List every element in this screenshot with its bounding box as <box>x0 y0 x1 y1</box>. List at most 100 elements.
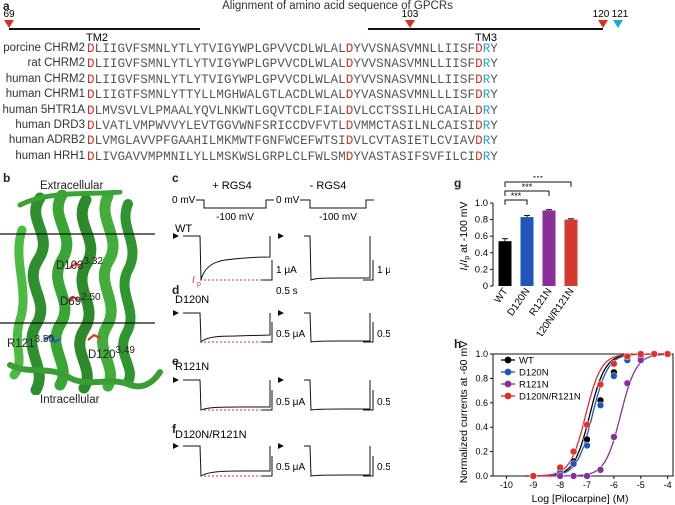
dr-xtick-label: -6 <box>610 480 618 490</box>
voltage-100mv-left: -100 mV <box>216 212 254 223</box>
dr-point <box>663 350 672 358</box>
dr-point <box>529 472 537 480</box>
gpcr-structure-image <box>0 190 163 395</box>
condition-plus-rgs4: + RGS4 <box>212 180 251 192</box>
dr-point <box>556 463 564 472</box>
alignment-row-sequence: DLVATLVMPWVVYLEVTGGVWNFSRICCDVFVTLDVMMCT… <box>87 119 498 133</box>
sig-stars: *** <box>522 182 533 192</box>
bar-category-label: WT <box>493 286 511 305</box>
panel-label-c: c <box>172 171 179 185</box>
dr-point <box>637 350 645 358</box>
panel-label-d: d <box>172 283 180 297</box>
alignment-row-name: human HRH1 <box>15 149 85 162</box>
dr-frame <box>492 353 674 477</box>
dr-xtick-label: -10 <box>500 480 513 490</box>
dr-xlabel: Log [Pilocarpine] (M) <box>532 493 629 505</box>
construct-d120n-r121n: D120N/R121N <box>175 429 247 441</box>
dr-point <box>556 472 564 480</box>
current-traces: + RGS4 - RGS4 0 mV -100 mV 0 mV -100 mV … <box>172 180 390 477</box>
legend-label: R121N <box>519 380 549 391</box>
alignment-row-name: human 5HTR1A <box>2 103 85 116</box>
alignment-row-name: human CHRM1 <box>5 88 85 101</box>
dr-point <box>596 380 605 389</box>
dr-point <box>583 421 591 429</box>
dr-point <box>610 372 618 380</box>
dr-point <box>610 433 618 441</box>
dr-xtick-label: -4 <box>664 480 672 490</box>
dr-point <box>623 352 631 361</box>
residue-d120: D1203.49 <box>88 345 135 361</box>
voltage-0mv-left: 0 mV <box>172 195 196 206</box>
sig-bracket <box>504 181 572 187</box>
construct-wt: WT <box>175 223 192 235</box>
dr-point <box>583 441 591 450</box>
legend-marker <box>504 356 512 364</box>
dr-xtick-label: -8 <box>556 480 564 490</box>
alignment-table: porcine CHRM2 rat CHRM2 human CHRM2 human C… <box>0 42 675 170</box>
bar-ytick-label: 0.4 <box>475 248 488 259</box>
scale-time: 0.5 s <box>276 286 298 297</box>
bar-ytick-label: 0.2 <box>475 264 488 275</box>
construct-d120n: D120N <box>175 294 209 306</box>
dr-xtick-label: -7 <box>583 480 591 490</box>
scale-d120n-left: 0.5 μA <box>276 329 305 340</box>
condition-minus-rgs4: - RGS4 <box>310 180 347 192</box>
ip-label: I <box>192 275 195 286</box>
dr-point <box>650 350 658 358</box>
marker-label-103: 103 <box>402 9 419 20</box>
legend-label: D120N <box>519 368 549 379</box>
marker-label-120: 120 <box>593 9 610 20</box>
scale-r121n-left: 0.5 μA <box>276 397 305 408</box>
dose-response-chart: -10 -9 -8 -7 -6 -5 -40.00.20.40.60.81.0 WTD120… <box>458 341 674 505</box>
marker-120 <box>598 20 608 28</box>
tm2-label: TM2 <box>86 32 108 44</box>
bar-ytick-label: 0.8 <box>475 215 488 226</box>
figure-title: Alignment of amino acid sequence of GPCR… <box>222 0 453 12</box>
dr-ytick-label: 0.2 <box>475 447 488 457</box>
alignment-row-name: human DRD3 <box>15 119 85 131</box>
panel-label-e: e <box>172 354 179 368</box>
dr-ytick-label: 0.6 <box>475 398 488 408</box>
alignment-row-sequence: DLIIGVFSMNLYTLYTVIGYWPLGPVVCDLWLALDYVVSN… <box>87 72 498 87</box>
dr-point <box>583 435 591 444</box>
alignment-annotations: 69 103 120 121 TM2 TM3 <box>3 9 629 44</box>
marker-label-121: 121 <box>612 9 629 20</box>
extracellular-label: Extracellular <box>40 180 104 192</box>
intracellular-label: Intracellular <box>40 394 100 406</box>
dr-point <box>623 379 631 387</box>
legend-marker <box>504 380 512 388</box>
sig-stars: *** <box>533 176 544 183</box>
dr-point <box>583 472 591 480</box>
bar-r121n <box>542 210 556 286</box>
dr-point <box>596 466 605 474</box>
sig-stars: *** <box>511 191 522 201</box>
legend-label: D120N/R121N <box>519 392 581 403</box>
residue-d69: D692.50 <box>60 292 101 308</box>
dr-ytick-label: 0.8 <box>475 373 488 383</box>
scale-double-left: 0.5 μA <box>276 462 305 473</box>
bar-chart: 00.20.40.60.81.0 ********* WTD120NR121ND… <box>458 176 578 336</box>
scale-wt-right: 1 μA <box>377 265 390 276</box>
bar-ylabel: It/Ip at -100 mV <box>458 202 471 271</box>
alignment-row-name: human ADRB2 <box>8 134 85 147</box>
alignment-row-name: human CHRM2 <box>5 72 85 85</box>
dr-point <box>637 356 645 364</box>
construct-r121n: R121N <box>175 361 209 373</box>
residue-r121: R1213.50 <box>7 334 54 350</box>
alignment-row-sequence: DLIIGVFSMNLYTLYTVIGYWPLGPVVCDLWLALDYVVSN… <box>87 57 498 72</box>
alignment-row-sequence: DLIIGTFSMNLYTTYLLMGHWALGTLACDLWLALDYVASN… <box>87 88 498 103</box>
scale-r121n-right: 0.5 μA <box>377 397 390 408</box>
bar-ytick-label: 0 <box>483 281 488 292</box>
dr-point <box>569 447 578 456</box>
alignment-row-sequence: DLIVGAVVMPMNILYLLMSKWSLGRPLCLFWLSMDYVAST… <box>87 149 498 164</box>
alignment-row-sequence: DLVMGLAVVPFGAAHILMKMWTFGNFWCEFWTSIDVLCVT… <box>87 134 498 149</box>
dr-xtick-label: -5 <box>637 480 645 490</box>
legend-label: WT <box>519 356 534 367</box>
dr-ytick-label: 0.0 <box>475 471 488 481</box>
dr-point <box>569 472 578 480</box>
marker-69 <box>4 20 14 28</box>
panel-label-h: h <box>454 337 462 351</box>
alignment-row-sequence: DLIIGVFSMNLYTLYTVIGYWPLGPVVCDLWLALDYVVSN… <box>87 42 498 56</box>
dr-ytick-label: 1.0 <box>475 349 488 359</box>
bar-ytick-label: 0.6 <box>475 231 488 242</box>
